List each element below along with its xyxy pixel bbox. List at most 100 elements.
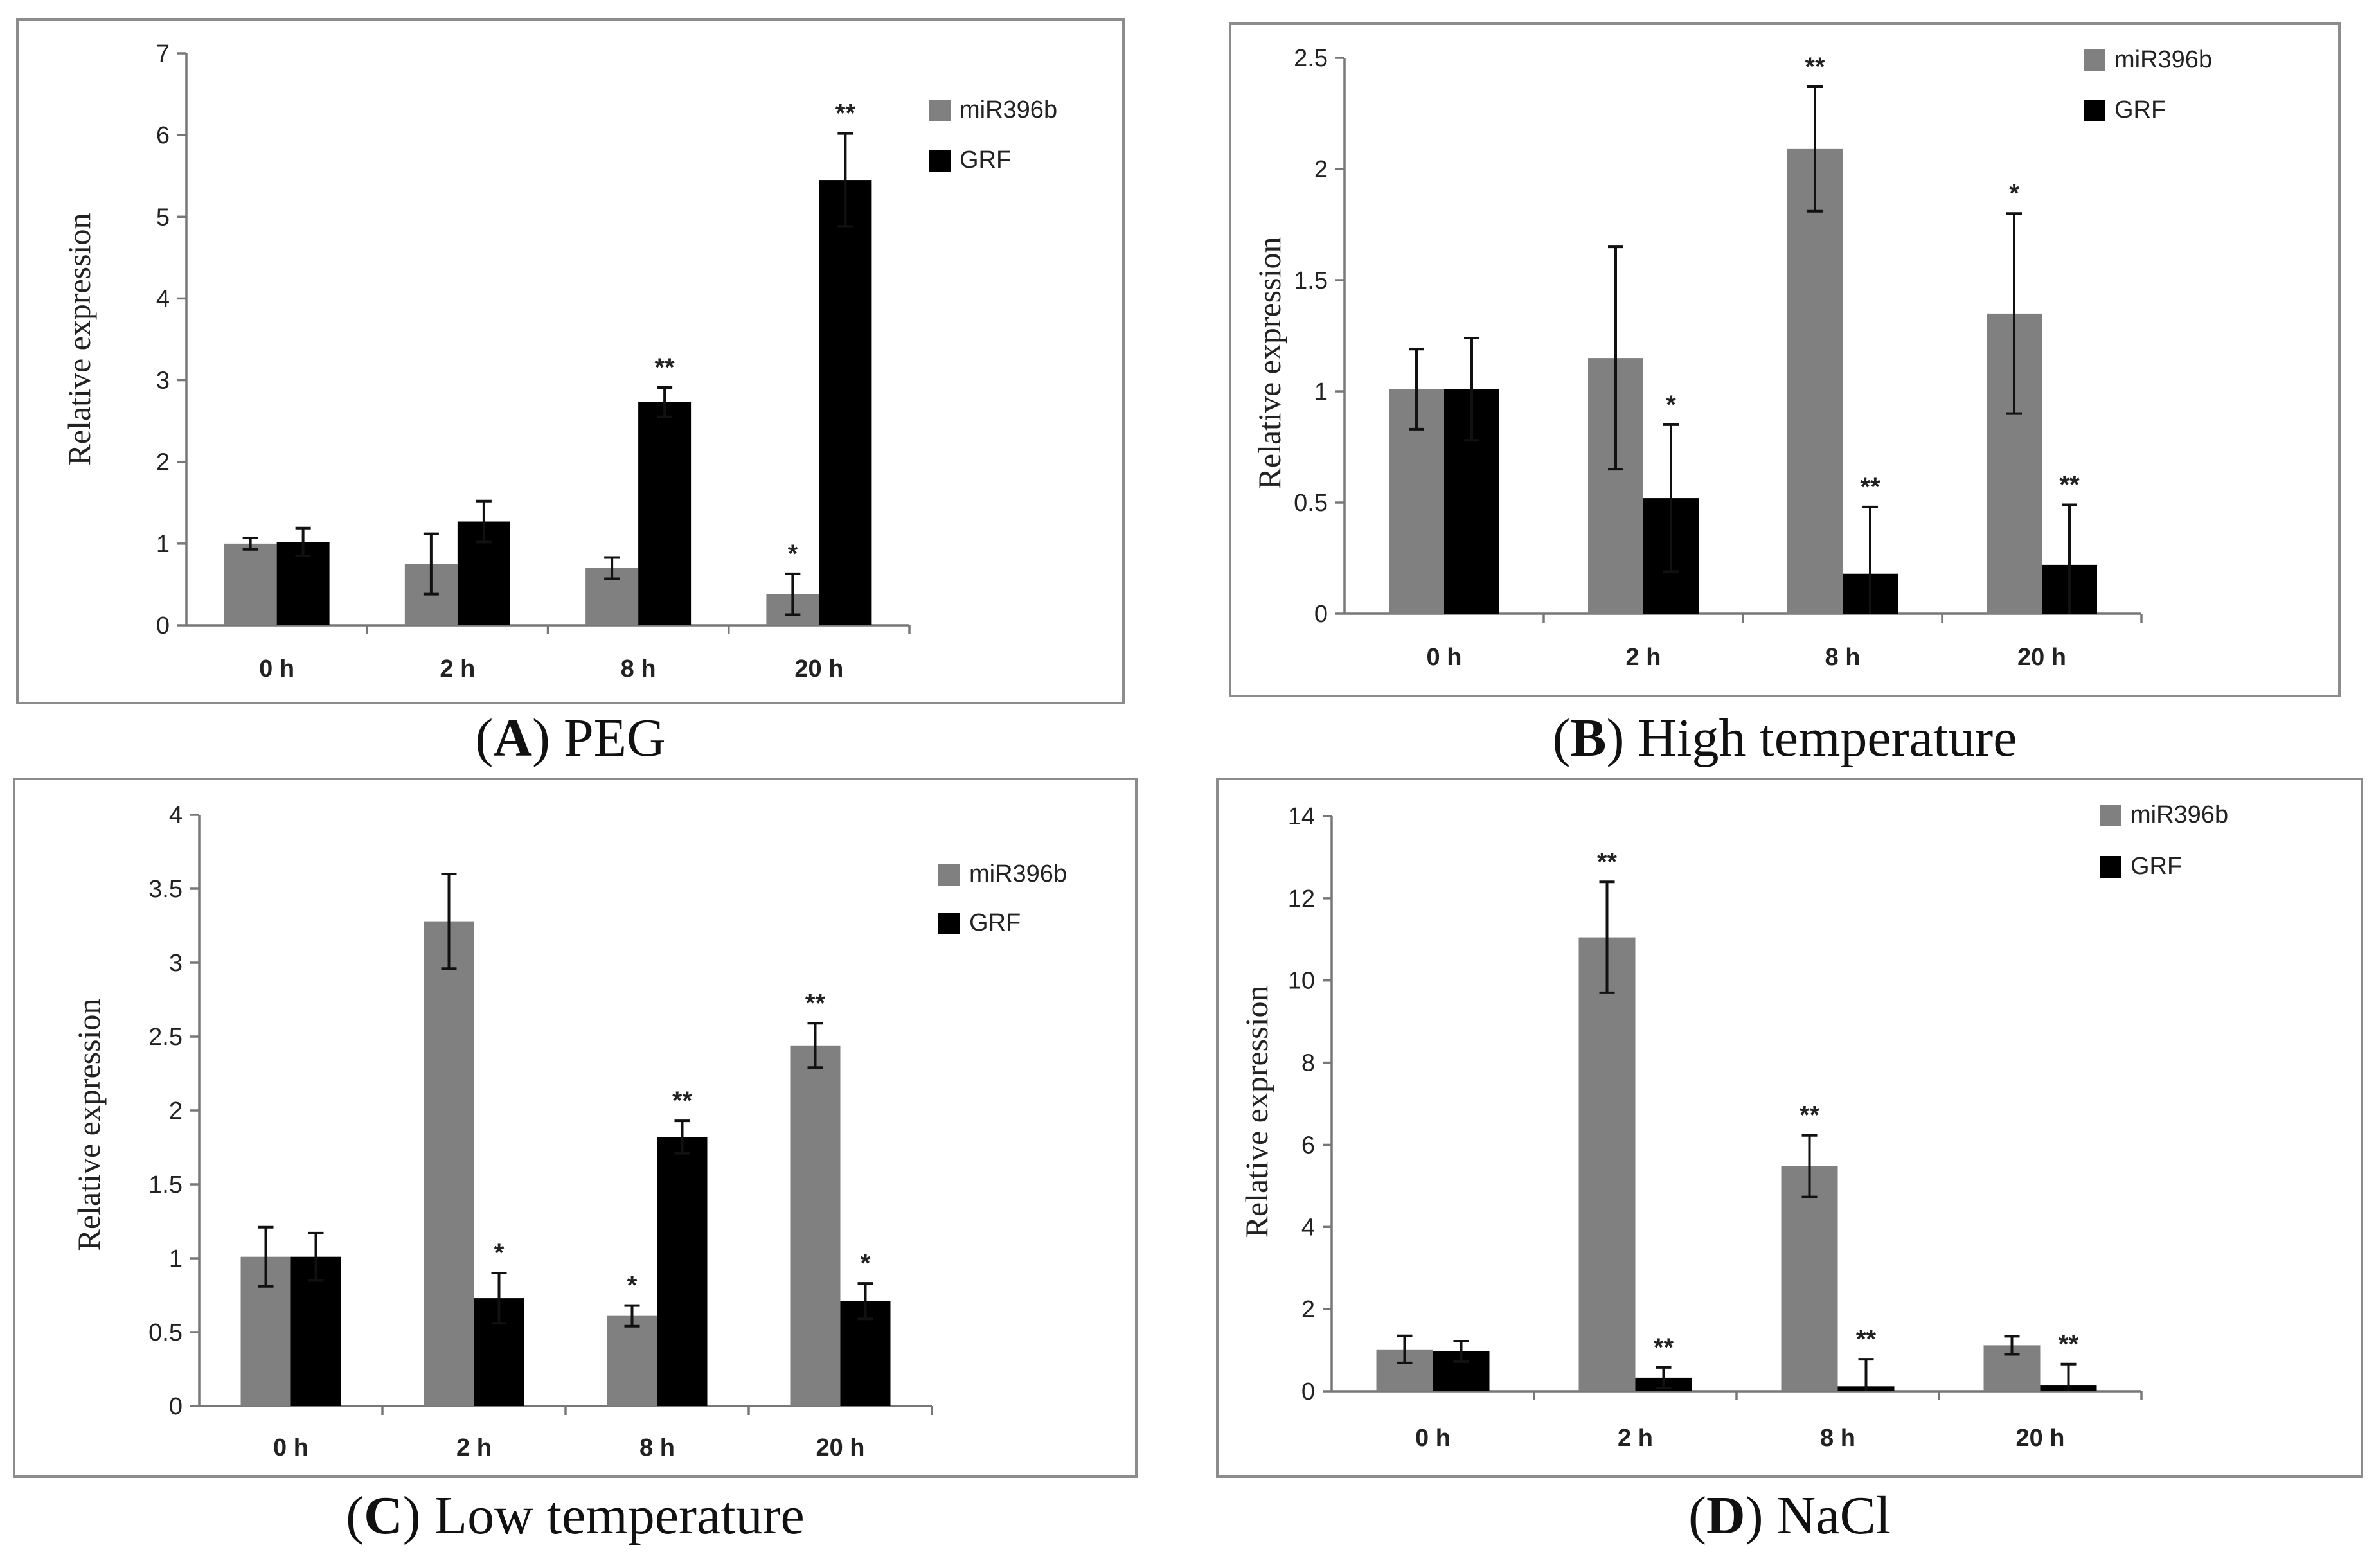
chart-frame bbox=[16, 18, 1125, 704]
legend-label: miR396b bbox=[2130, 801, 2228, 828]
significance-label: * bbox=[494, 1239, 505, 1267]
significance-label: ** bbox=[1654, 1333, 1674, 1362]
y-tick-label: 6 bbox=[156, 122, 170, 149]
significance-label: ** bbox=[2059, 1330, 2079, 1359]
x-tick-label: 0 h bbox=[259, 655, 294, 682]
significance-label: ** bbox=[805, 989, 826, 1017]
chart-d: 0 2 4 6 8 10 12 14 Relative expression 0 h 2 h ** **… bbox=[1216, 778, 2363, 1478]
x-tick-label: 8 h bbox=[639, 1434, 675, 1461]
y-tick-label: 2.5 bbox=[1294, 45, 1328, 72]
y-tick-label: 2 bbox=[1301, 1296, 1315, 1323]
y-tick-label: 10 bbox=[1288, 968, 1315, 995]
y-tick-label: 1.5 bbox=[148, 1172, 183, 1198]
x-tick-label: 0 h bbox=[1427, 644, 1462, 671]
x-tick-label: 20 h bbox=[2017, 644, 2066, 671]
y-tick-label: 14 bbox=[1288, 803, 1315, 830]
x-tick-label: 2 h bbox=[1618, 1425, 1653, 1452]
y-tick-label: 3 bbox=[169, 950, 183, 977]
bar-grf bbox=[657, 1137, 708, 1406]
x-tick-label: 8 h bbox=[1820, 1425, 1855, 1452]
y-tick-label: 0.5 bbox=[1294, 490, 1328, 517]
legend-swatch bbox=[938, 864, 960, 886]
y-tick-label: 2 bbox=[156, 449, 170, 476]
y-tick-label: 4 bbox=[1301, 1214, 1315, 1241]
x-tick-label: 20 h bbox=[816, 1434, 864, 1461]
bar-grf bbox=[819, 180, 872, 625]
y-tick-label: 8 bbox=[1301, 1050, 1315, 1077]
y-tick-label: 4 bbox=[156, 285, 170, 312]
legend-label: GRF bbox=[2114, 96, 2166, 123]
significance-label: * bbox=[788, 540, 798, 568]
y-tick-label: 0 bbox=[169, 1393, 183, 1420]
bar-mir396b bbox=[1781, 1166, 1838, 1391]
y-axis-title: Relative expression bbox=[71, 999, 107, 1251]
y-tick-label: 7 bbox=[156, 40, 170, 67]
y-tick-label: 0 bbox=[1314, 601, 1328, 628]
x-tick-label: 2 h bbox=[440, 655, 475, 682]
bar-mir396b bbox=[607, 1315, 657, 1406]
significance-label: ** bbox=[672, 1087, 693, 1115]
bar-mir396b bbox=[224, 543, 277, 625]
chart-panel-b: 0 0.5 1 1.5 2 2.5 Relative expression 0 h 2 h * 8 … bbox=[1229, 22, 2341, 697]
chart-c: 0 0.5 1 1.5 2 2.5 3 3.5 4 Relative expression 0 h 2… bbox=[13, 778, 1138, 1478]
y-tick-label: 1 bbox=[169, 1245, 183, 1272]
x-tick-label: 0 h bbox=[1415, 1425, 1451, 1452]
y-tick-label: 2 bbox=[169, 1098, 183, 1125]
y-tick-label: 0 bbox=[156, 612, 170, 639]
significance-label: ** bbox=[2059, 470, 2080, 499]
legend-swatch bbox=[2100, 856, 2121, 878]
caption-a: (A) PEG bbox=[475, 708, 666, 768]
y-tick-label: 3 bbox=[156, 368, 170, 395]
legend-swatch bbox=[2084, 49, 2105, 71]
x-tick-label: 8 h bbox=[621, 655, 656, 682]
x-tick-label: 20 h bbox=[2015, 1425, 2064, 1452]
significance-label: ** bbox=[655, 353, 675, 382]
legend-label: GRF bbox=[969, 909, 1021, 936]
significance-label: ** bbox=[1597, 848, 1618, 876]
chart-panel-c: 0 0.5 1 1.5 2 2.5 3 3.5 4 Relative expression 0 h 2… bbox=[13, 778, 1138, 1478]
legend-label: GRF bbox=[2130, 853, 2182, 880]
y-tick-label: 1 bbox=[1314, 379, 1328, 405]
y-tick-label: 5 bbox=[156, 204, 170, 231]
legend-label: miR396b bbox=[2114, 46, 2212, 73]
caption-c: (C) Low temperature bbox=[346, 1486, 805, 1546]
x-tick-label: 2 h bbox=[1626, 644, 1661, 671]
y-tick-label: 0 bbox=[1301, 1378, 1315, 1405]
significance-label: ** bbox=[1805, 53, 1825, 81]
x-tick-label: 2 h bbox=[456, 1434, 492, 1461]
chart-a: 0 1 2 3 4 5 6 7 Relative expression 0 h 2 h 8 h ** 20… bbox=[16, 18, 1125, 704]
y-tick-label: 1 bbox=[156, 531, 170, 558]
y-tick-label: 1.5 bbox=[1294, 267, 1328, 294]
legend-label: GRF bbox=[960, 147, 1011, 174]
y-tick-label: 12 bbox=[1288, 886, 1315, 913]
y-axis-title: Relative expression bbox=[61, 213, 97, 466]
bar-mir396b bbox=[1787, 148, 1843, 614]
legend-swatch bbox=[938, 913, 960, 934]
caption-b: (B) High temperature bbox=[1552, 708, 2017, 768]
chart-panel-d: 0 2 4 6 8 10 12 14 Relative expression 0 h 2 h ** **… bbox=[1216, 778, 2363, 1478]
y-axis-title: Relative expression bbox=[1238, 986, 1274, 1238]
legend-swatch bbox=[2084, 100, 2105, 121]
bar-grf bbox=[638, 402, 692, 625]
bar-mir396b bbox=[790, 1045, 841, 1406]
y-tick-label: 0.5 bbox=[148, 1319, 183, 1346]
significance-label: * bbox=[1666, 391, 1676, 419]
y-tick-label: 2 bbox=[1314, 156, 1328, 183]
y-tick-label: 4 bbox=[169, 802, 183, 829]
x-tick-label: 20 h bbox=[794, 655, 843, 682]
legend-swatch bbox=[2100, 805, 2121, 826]
significance-label: ** bbox=[1860, 473, 1880, 501]
legend-swatch bbox=[929, 100, 951, 121]
y-tick-label: 3.5 bbox=[148, 876, 183, 903]
chart-frame bbox=[13, 778, 1138, 1478]
chart-panel-a: 0 1 2 3 4 5 6 7 Relative expression 0 h 2 h 8 h ** 20… bbox=[16, 18, 1125, 704]
significance-label: * bbox=[861, 1249, 871, 1278]
x-tick-label: 0 h bbox=[273, 1434, 308, 1461]
legend-label: miR396b bbox=[960, 96, 1057, 123]
significance-label: ** bbox=[835, 100, 856, 128]
chart-b: 0 0.5 1 1.5 2 2.5 Relative expression 0 h 2 h * 8 … bbox=[1229, 22, 2341, 697]
x-tick-label: 8 h bbox=[1825, 644, 1861, 671]
significance-label: ** bbox=[1856, 1325, 1877, 1353]
significance-label: ** bbox=[1800, 1101, 1820, 1130]
caption-d: (D) NaCl bbox=[1688, 1486, 1891, 1546]
